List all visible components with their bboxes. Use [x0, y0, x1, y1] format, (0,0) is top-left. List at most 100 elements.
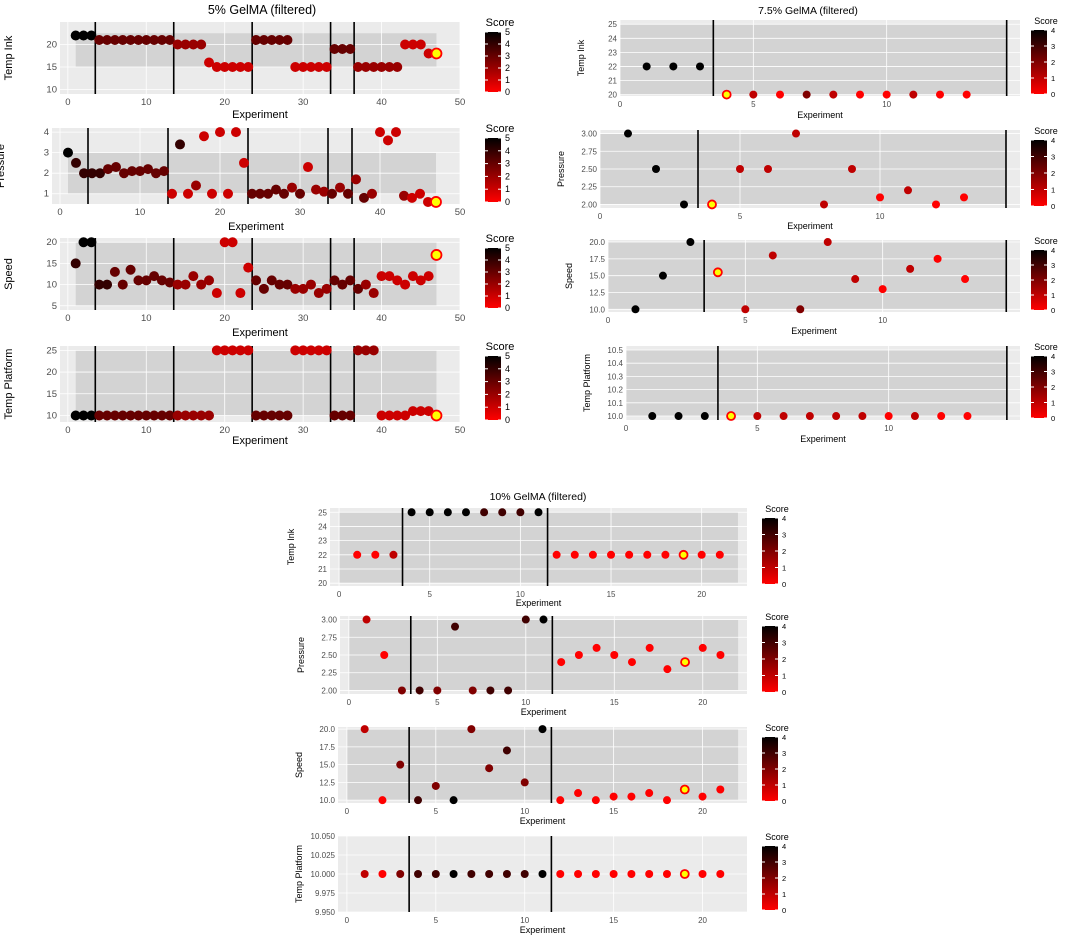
data-point: [109, 410, 120, 421]
legend-title: Score: [765, 723, 789, 733]
data-point: [117, 410, 128, 421]
data-point: [183, 188, 193, 199]
x-tick-label: 0: [57, 207, 62, 218]
y-axis-label: Speed: [3, 258, 15, 290]
data-point: [353, 345, 364, 356]
data-point: [443, 508, 452, 517]
data-point: [290, 345, 301, 356]
data-point: [904, 186, 912, 195]
data-point: [360, 870, 369, 878]
y-axis-label: Speed: [564, 263, 574, 289]
y-tick-label: 17.5: [319, 743, 335, 752]
legend-tick-label: 4: [505, 39, 510, 49]
data-point: [715, 550, 724, 559]
data-point: [384, 271, 395, 282]
data-point: [712, 267, 723, 278]
x-tick-label: 5: [434, 916, 439, 925]
data-point: [149, 35, 160, 45]
data-point: [882, 90, 891, 99]
x-tick-label: 20: [697, 590, 706, 599]
data-point: [792, 129, 800, 138]
legend-tick-label: 0: [1051, 414, 1055, 423]
y-tick-label: 2.50: [581, 165, 597, 174]
legend-tick-label: 3: [1051, 261, 1055, 270]
data-point: [376, 410, 387, 421]
x-axis-label: Experiment: [800, 434, 846, 444]
data-point: [414, 796, 423, 805]
x-tick-label: 15: [609, 916, 618, 925]
data-point: [329, 275, 340, 286]
legend-tick-label: 0: [782, 580, 786, 589]
legend-tick-label: 5: [505, 133, 510, 143]
data-point: [329, 44, 340, 54]
data-point: [251, 410, 262, 421]
score-legend: Score 0 1 2 3 4 5: [485, 123, 514, 207]
data-point: [423, 196, 433, 207]
data-point: [227, 237, 238, 248]
y-tick-label: 20.0: [319, 725, 335, 734]
legend-colorbar: [762, 518, 778, 584]
data-point: [303, 162, 313, 173]
data-point: [486, 686, 495, 695]
data-point: [125, 35, 136, 45]
data-point: [415, 406, 426, 417]
data-point: [556, 796, 565, 805]
x-tick-label: 5: [435, 698, 440, 707]
data-point: [878, 285, 887, 294]
data-point: [133, 35, 144, 45]
legend-tick-label: 4: [1051, 136, 1055, 145]
data-point: [78, 30, 89, 41]
data-point: [396, 870, 405, 878]
data-point: [716, 870, 725, 878]
data-point: [204, 410, 215, 421]
data-point: [624, 129, 632, 138]
data-point: [851, 275, 860, 284]
data-point: [384, 62, 395, 72]
x-tick-label: 50: [455, 207, 466, 218]
data-point: [415, 188, 425, 199]
data-point: [433, 686, 442, 695]
data-point: [574, 870, 583, 878]
data-point: [662, 870, 671, 878]
panel-3: 10.012.515.017.520.00 5 10SpeedExperimentS…: [564, 236, 1058, 336]
data-point: [313, 345, 324, 356]
data-point: [574, 651, 583, 659]
data-point: [188, 410, 199, 421]
x-tick-label: 20: [698, 916, 707, 925]
shade-region: [75, 242, 174, 306]
x-axis-label: Experiment: [516, 598, 562, 608]
data-point: [95, 168, 105, 179]
x-tick-label: 5: [751, 100, 756, 109]
shade-region: [252, 350, 331, 416]
data-point: [151, 168, 161, 179]
data-point: [468, 686, 477, 695]
x-tick-label: 30: [295, 207, 306, 218]
x-tick-label: 10: [141, 313, 152, 324]
data-point: [776, 90, 784, 99]
data-point: [848, 165, 856, 173]
y-tick-label: 10.025: [311, 851, 336, 860]
y-tick-label: 24: [608, 34, 617, 43]
score-legend: Score 0 1 2 3 4: [1031, 126, 1058, 211]
data-point: [78, 410, 89, 421]
data-point: [832, 412, 841, 421]
legend-tick-label: 4: [1051, 26, 1055, 35]
data-point: [345, 44, 356, 54]
legend-colorbar: [762, 846, 778, 910]
data-point: [415, 39, 426, 50]
legend-tick-label: 0: [505, 197, 510, 207]
data-point: [149, 271, 160, 282]
data-point: [219, 62, 230, 72]
data-point: [805, 412, 814, 421]
legend-tick-label: 2: [782, 547, 786, 556]
y-tick-label: 9.975: [315, 889, 336, 898]
shade-region: [173, 350, 253, 416]
y-tick-label: 23: [318, 537, 327, 546]
data-point: [321, 345, 332, 356]
data-point: [779, 412, 788, 421]
legend-tick-label: 5: [505, 243, 510, 253]
data-point: [78, 237, 89, 248]
